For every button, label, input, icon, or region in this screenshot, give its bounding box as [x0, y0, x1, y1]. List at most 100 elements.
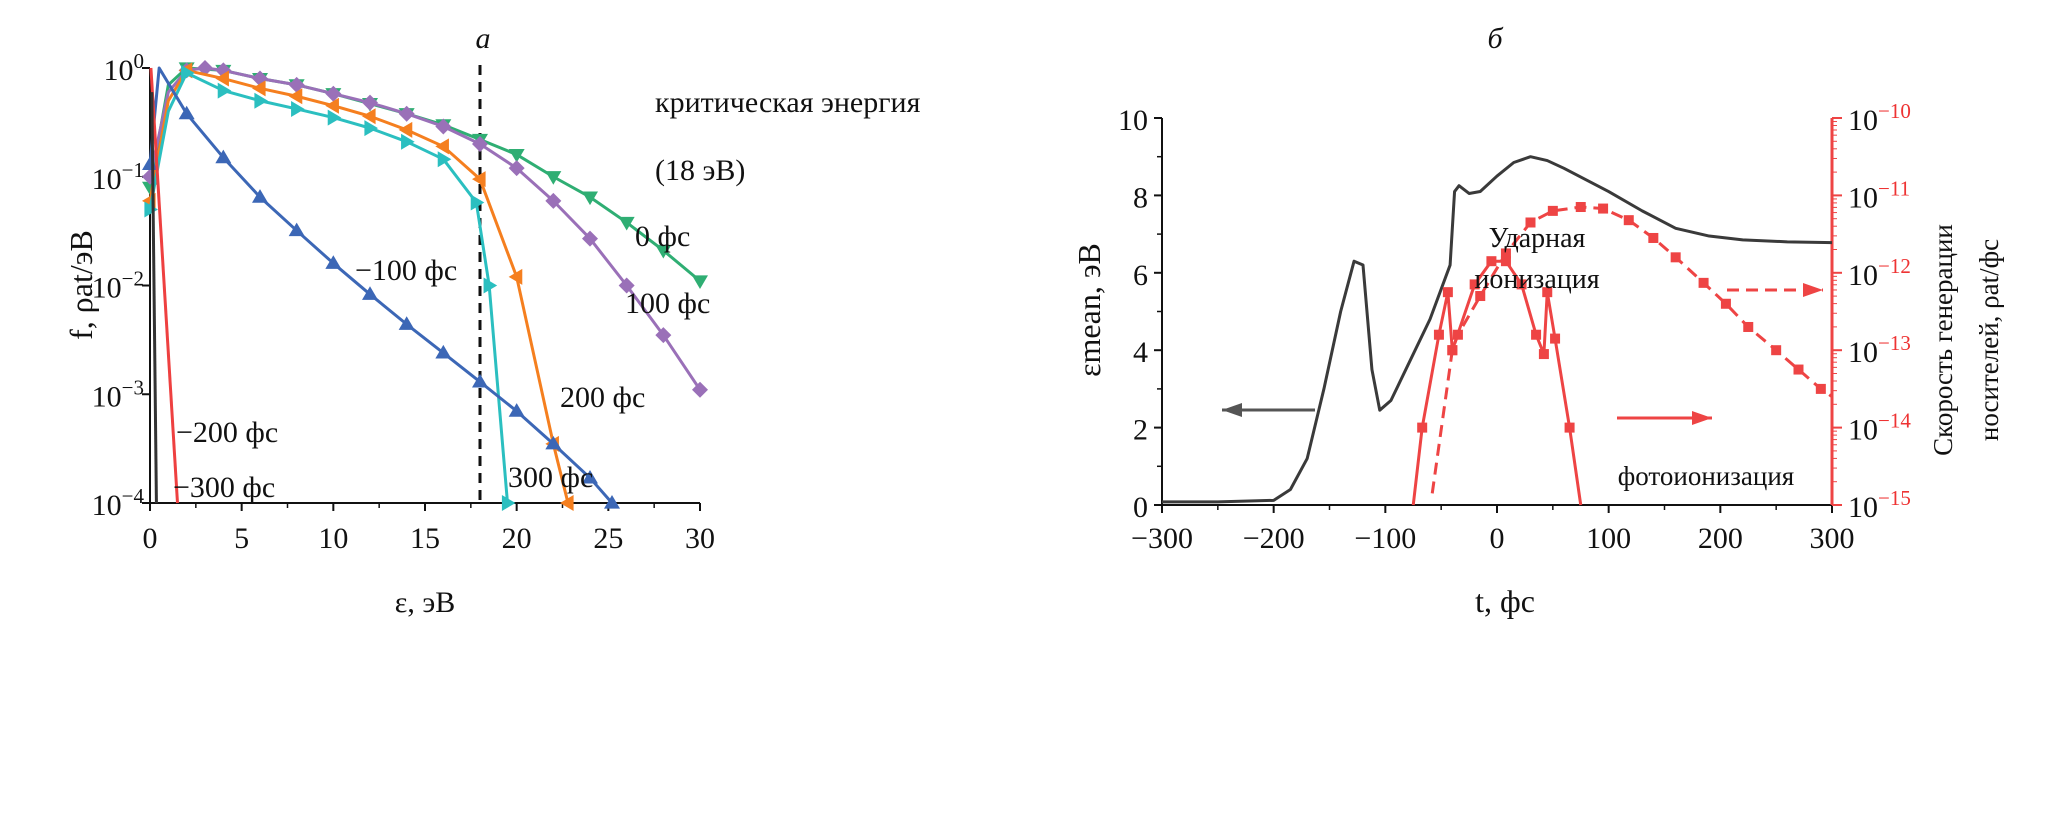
data-point	[1531, 329, 1542, 340]
data-point	[560, 495, 574, 511]
data-point	[1598, 203, 1609, 214]
data-point	[545, 192, 562, 209]
critical-energy-label: критическая энергия	[655, 86, 921, 119]
data-point	[508, 148, 525, 163]
data-point	[1771, 345, 1782, 356]
data-point	[470, 194, 485, 211]
data-point	[1486, 256, 1497, 267]
x-tick-label-a: 5	[234, 522, 249, 555]
data-point	[1538, 349, 1549, 360]
data-point	[362, 286, 378, 300]
x-tick-label-b: −200	[1243, 522, 1305, 555]
x-tick-label-a: 0	[143, 522, 158, 555]
data-point	[144, 201, 158, 218]
impact-ionization-label-1: Ударная	[1489, 223, 1586, 254]
x-tick-label-a: 15	[410, 522, 440, 555]
series-line-mean energy	[1162, 155, 1833, 504]
x-tick-label-b: 300	[1810, 522, 1855, 555]
y-tick-label-a: 100	[104, 49, 145, 87]
x-axis-label-a: ε, эВ	[395, 586, 455, 619]
y-tick-label-b: 10	[1118, 104, 1148, 137]
series-line-−300 фс	[150, 92, 158, 504]
photoionization-label: фотоионизация	[1618, 461, 1794, 491]
series-label: −300 фс	[173, 471, 275, 504]
data-point	[472, 136, 488, 153]
data-point	[364, 120, 378, 137]
data-point	[398, 121, 413, 138]
panel-label-a: а	[476, 22, 491, 55]
data-point	[178, 105, 195, 120]
data-point	[181, 64, 195, 81]
x-tick-label-a: 10	[318, 522, 348, 555]
series-line-0 фс	[148, 66, 701, 283]
data-point	[618, 277, 635, 294]
data-point	[1623, 215, 1634, 226]
data-point	[197, 60, 213, 76]
y2-tick-label-b: 10−14	[1848, 409, 1911, 447]
data-point	[472, 373, 488, 388]
data-point	[254, 92, 268, 109]
y2-tick-label-b: 10−10	[1848, 99, 1911, 137]
x-tick-label-b: −100	[1354, 522, 1416, 555]
data-point	[1547, 205, 1558, 216]
data-point	[1516, 279, 1527, 290]
data-point	[1525, 217, 1536, 228]
data-point	[435, 344, 452, 359]
series-label: −100 фс	[355, 254, 457, 287]
x-tick-label-a: 25	[593, 522, 623, 555]
data-point	[1698, 277, 1709, 288]
data-point	[325, 255, 342, 269]
y2-axis-label-line2: носителей, ρat/фс	[1974, 239, 2004, 441]
data-point	[582, 191, 598, 206]
series-line-100 фс	[148, 66, 702, 391]
data-point	[252, 189, 268, 203]
y-tick-label-a: 10−3	[92, 375, 144, 413]
series-label: −200 фс	[176, 416, 278, 449]
data-point	[1815, 383, 1826, 394]
impact-ionization-label-2: ионизация	[1474, 264, 1599, 295]
y-tick-label-b: 2	[1133, 414, 1148, 447]
data-point	[252, 80, 266, 97]
data-point	[325, 85, 342, 102]
data-point	[508, 160, 525, 177]
data-point	[1452, 329, 1463, 340]
data-point	[508, 268, 523, 285]
x-axis-label-b: t, фс	[1475, 583, 1535, 619]
y-tick-label-a: 10−2	[92, 267, 144, 305]
photo-arrow-head	[1692, 411, 1712, 425]
data-point	[604, 495, 620, 509]
data-point	[398, 105, 415, 122]
y2-tick-label-b: 10−12	[1848, 254, 1911, 292]
data-point	[692, 275, 708, 289]
data-point	[215, 70, 229, 87]
data-point	[1670, 252, 1681, 263]
y-tick-label-a: 10−1	[92, 158, 144, 196]
y2-axis-label-line1: Скорость генерации	[1928, 224, 1958, 456]
data-point	[1743, 321, 1754, 332]
y-tick-label-b: 8	[1133, 181, 1148, 214]
data-point	[327, 109, 342, 126]
x-tick-label-a: 30	[685, 522, 715, 555]
data-point	[1720, 298, 1731, 309]
data-point	[437, 151, 452, 168]
data-point	[398, 316, 415, 330]
y-tick-label-b: 0	[1133, 491, 1148, 524]
data-point	[655, 244, 672, 259]
critical-energy-value: (18 эВ)	[655, 154, 745, 187]
x-tick-label-b: 200	[1698, 522, 1743, 555]
y-tick-label-b: 4	[1133, 336, 1148, 369]
y2-tick-label-b: 10−11	[1848, 176, 1910, 214]
data-point	[545, 171, 562, 185]
series-label: 300 фс	[508, 461, 593, 494]
data-point	[472, 171, 486, 188]
x-tick-label-b: −300	[1131, 522, 1193, 555]
series-label: 0 фс	[635, 220, 690, 253]
data-point	[582, 230, 598, 247]
data-point	[618, 216, 635, 231]
data-point	[401, 133, 415, 150]
data-point	[1433, 329, 1444, 340]
data-point	[1475, 291, 1486, 302]
data-point	[545, 435, 562, 450]
data-point	[1648, 232, 1659, 243]
